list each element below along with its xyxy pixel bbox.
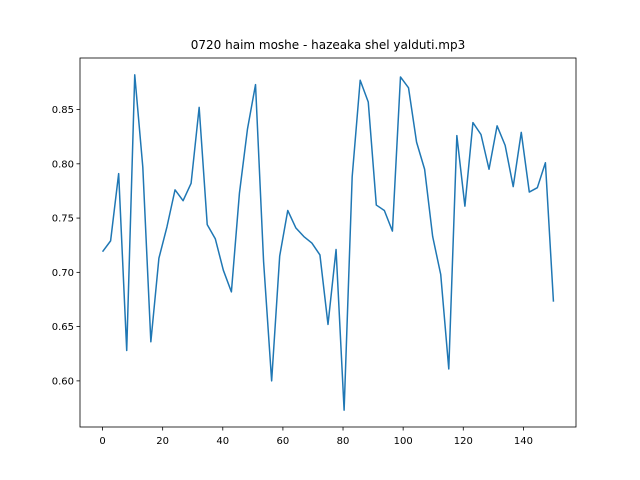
plot-frame [79, 57, 577, 428]
y-tick-label: 0.80 [52, 159, 74, 170]
chart-title: 0720 haim moshe - hazeaka shel yalduti.m… [191, 38, 465, 52]
y-tick-label: 0.75 [52, 214, 74, 225]
data-line [101, 74, 555, 411]
x-tick-label: 80 [337, 436, 350, 447]
x-tick-label: 0 [99, 436, 105, 447]
x-tick-label: 60 [277, 436, 290, 447]
x-tick-label: 40 [216, 436, 229, 447]
x-tick-label: 120 [454, 436, 473, 447]
x-tick-label: 20 [156, 436, 169, 447]
y-tick-label: 0.85 [52, 105, 74, 116]
y-tick-label: 0.60 [52, 376, 74, 387]
y-tick-label: 0.65 [52, 322, 74, 333]
y-tick-label: 0.70 [52, 268, 74, 279]
x-tick-label: 100 [394, 436, 413, 447]
x-tick-label: 140 [514, 436, 533, 447]
